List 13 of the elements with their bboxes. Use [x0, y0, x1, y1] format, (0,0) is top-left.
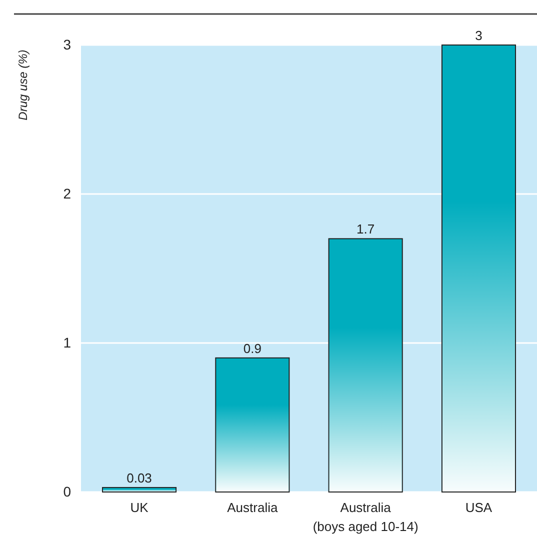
y-tick-label: 2: [63, 185, 72, 202]
x-tick-label: Australia: [227, 500, 278, 515]
y-tick-label: 0: [63, 483, 72, 500]
data-label: 0.9: [243, 340, 262, 356]
x-tick-label: UK: [130, 500, 149, 515]
data-label: 1.7: [356, 222, 375, 237]
x-tick-label: Australia (boys aged 10-14): [312, 500, 418, 534]
y-tick-label: 1: [63, 334, 72, 350]
x-tick-label: USA: [465, 500, 492, 515]
data-label: 3: [475, 28, 482, 43]
y-tick-label: 3: [63, 36, 72, 52]
data-label: 0.03: [126, 470, 152, 486]
y-axis-title: Drug use (%): [16, 50, 30, 120]
